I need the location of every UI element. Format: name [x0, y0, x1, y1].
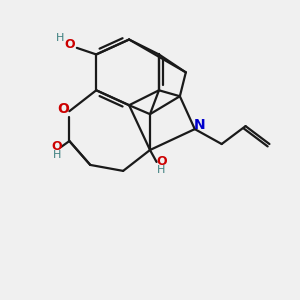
Text: O: O	[156, 155, 167, 168]
Text: N: N	[194, 118, 206, 132]
Text: H: H	[52, 150, 61, 161]
Text: O: O	[64, 38, 75, 51]
Text: O: O	[52, 140, 62, 153]
Text: H: H	[56, 33, 64, 43]
Text: O: O	[57, 102, 69, 116]
Text: H: H	[157, 165, 166, 175]
